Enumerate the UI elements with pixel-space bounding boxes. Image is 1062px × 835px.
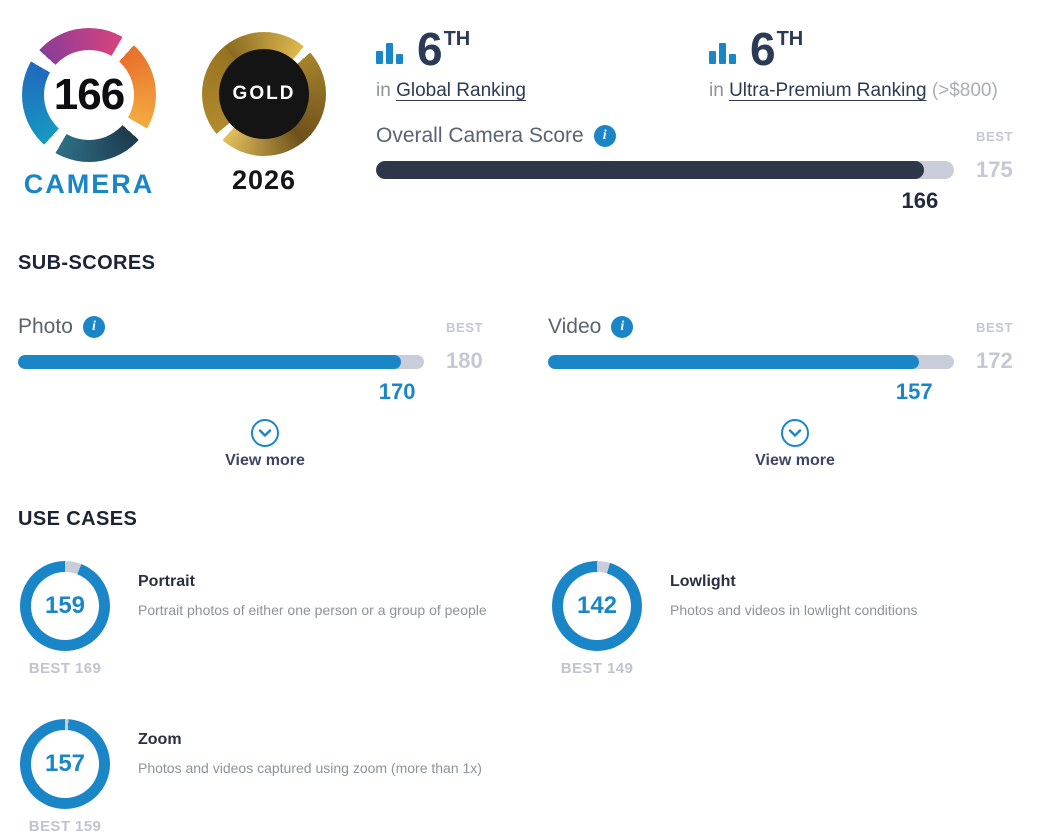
overall-score-value: 166 — [901, 188, 939, 213]
chevron-down-icon — [251, 419, 279, 447]
use-cases-grid: 159 BEST 169 Portrait Portrait photos of… — [18, 561, 1042, 835]
award-year: 2026 — [231, 165, 297, 195]
photo-score-bar — [18, 355, 424, 369]
portrait-best-score: BEST 169 — [28, 660, 102, 677]
chevron-down-icon — [781, 419, 809, 447]
zoom-score-donut: 157 — [20, 719, 110, 809]
use-cases-heading: USE CASES — [18, 508, 138, 530]
video-label: Video — [548, 315, 602, 338]
gold-medal-icon: GOLD — [202, 32, 326, 156]
overall-camera-score: Overall Camera Score i BEST 175 166 — [376, 124, 1042, 214]
zoom-use-case-card: 157 BEST 159 Zoom Photos and videos capt… — [18, 719, 510, 835]
zoom-description: Photos and videos captured using zoom (m… — [138, 760, 482, 776]
global-rank-ordinal: TH — [443, 28, 471, 50]
video-view-more-button[interactable]: View more — [548, 419, 1042, 470]
info-icon[interactable]: i — [593, 125, 616, 147]
video-score: Video i BEST 172 157 — [548, 315, 1042, 405]
camera-logo-label: CAMERA — [23, 169, 155, 199]
ultra-premium-rank-ordinal: TH — [776, 28, 804, 50]
overall-best-value: 175 — [976, 157, 1013, 182]
video-subscore-column: Video i BEST 172 157 Vie — [548, 315, 1042, 470]
global-rank-number: 6 — [417, 23, 443, 75]
ultra-premium-ranking-link[interactable]: Ultra-Premium Ranking — [729, 80, 927, 101]
portrait-score-value: 159 — [44, 592, 86, 619]
photo-score: Photo i BEST 180 170 — [18, 315, 512, 405]
best-label: BEST — [976, 128, 1014, 144]
gold-award-badge: GOLD 2026 — [200, 26, 328, 196]
lowlight-score-donut: 142 — [552, 561, 642, 651]
lowlight-best-score: BEST 149 — [560, 660, 634, 677]
lowlight-title: Lowlight — [670, 573, 736, 590]
portrait-description: Portrait photos of either one person or … — [138, 602, 487, 618]
overall-score-badge-value: 166 — [53, 70, 125, 119]
lowlight-score-value: 142 — [576, 592, 618, 619]
video-score-value: 157 — [895, 379, 933, 404]
subscores-heading: SUB-SCORES — [18, 252, 156, 274]
photo-score-value: 170 — [378, 379, 416, 404]
portrait-use-case-card: 159 BEST 169 Portrait Portrait photos of… — [18, 561, 510, 677]
portrait-score-donut: 159 — [20, 561, 110, 651]
overall-score-label: Overall Camera Score — [376, 124, 584, 147]
global-ranking-link[interactable]: Global Ranking — [396, 80, 526, 101]
award-label: GOLD — [232, 83, 296, 104]
photo-label: Photo — [18, 315, 73, 338]
zoom-score-value: 157 — [44, 750, 86, 777]
bar-chart-icon — [709, 42, 736, 64]
zoom-best-score: BEST 159 — [28, 818, 102, 835]
zoom-title: Zoom — [138, 731, 182, 748]
subscores-grid: Photo i BEST 180 170 Vie — [18, 315, 1042, 470]
portrait-title: Portrait — [138, 573, 195, 590]
photo-view-more-button[interactable]: View more — [18, 419, 512, 470]
best-label: BEST — [976, 319, 1014, 335]
camera-score-logo: 166 CAMERA — [18, 26, 160, 200]
rankings-row: 6 TH in Global Ranking 6 TH — [376, 26, 1042, 102]
ultra-premium-rank-number: 6 — [750, 23, 776, 75]
bar-chart-icon — [376, 42, 403, 64]
score-ring-logo: 166 — [22, 28, 156, 162]
ultra-premium-ranking-block: 6 TH in Ultra-Premium Ranking (>$800) — [709, 23, 998, 101]
best-label: BEST — [446, 319, 484, 335]
header-right: 6 TH in Global Ranking 6 TH — [376, 26, 1042, 214]
info-icon[interactable]: i — [82, 316, 105, 338]
score-header: 166 CAMERA GOLD 2026 6 TH — [18, 26, 1042, 214]
photo-best-value: 180 — [446, 348, 483, 373]
video-best-value: 172 — [976, 348, 1013, 373]
global-ranking-block: 6 TH in Global Ranking — [376, 23, 526, 101]
video-score-bar — [548, 355, 954, 369]
overall-score-bar — [376, 161, 954, 179]
info-icon[interactable]: i — [611, 316, 634, 338]
lowlight-description: Photos and videos in lowlight conditions — [670, 602, 918, 618]
price-bracket: (>$800) — [931, 80, 998, 101]
photo-subscore-column: Photo i BEST 180 170 Vie — [18, 315, 512, 470]
lowlight-use-case-card: 142 BEST 149 Lowlight Photos and videos … — [550, 561, 1042, 677]
